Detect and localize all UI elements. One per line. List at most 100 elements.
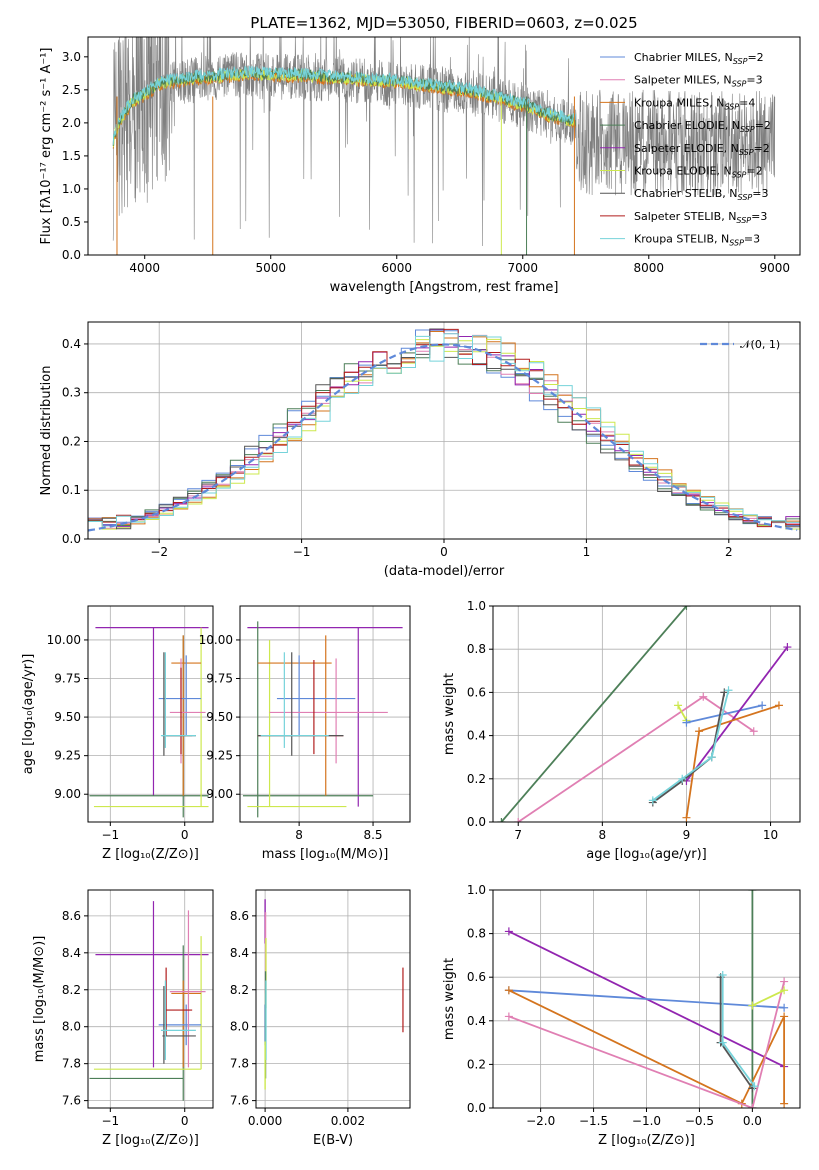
weight_vs_z-marker-salpeter_miles-2: [780, 977, 789, 986]
weight_vs_age-xlabel: age [log₁₀(age/yr)]: [586, 847, 707, 862]
weight_vs_z-series-chabrier_stelib: [719, 977, 754, 1089]
weight_vs_age-plot-area: [497, 606, 792, 822]
weight_vs_z-marker-salpeter_miles-0: [504, 1012, 513, 1021]
weight_vs_age-marker-chabrier_miles-0: [682, 718, 691, 727]
residuals-xtick-label-3: 1: [583, 545, 591, 559]
weight_vs_z-xtick-label-0: −2.0: [526, 1114, 555, 1128]
legend-entry-kroupa_elodie: Kroupa ELODIE, NSSP=2: [634, 165, 763, 180]
weight_vs_age-ytick-label-5: 1.0: [467, 599, 486, 613]
weight_vs_z-xlabel: Z [log₁₀(Z/Z⊙)]: [598, 1133, 695, 1148]
age_vs_z-ylabel: age [log₁₀(age/yr)]: [21, 654, 36, 775]
residuals-ytick-label-3: 0.3: [62, 386, 81, 400]
weight_vs_z-xtick-label-1: −1.5: [579, 1114, 608, 1128]
weight_vs_z-panel: −2.0 −1.5 −1.0 −0.5 0.0 0.0 0.2 0.4 0.6 0.8 1.0 Z […: [442, 883, 801, 1148]
spectrum-panel: 4000 5000 6000 7000 8000 9000 0.0 0.5 1.0 1.5 2.0 2…: [39, 14, 801, 295]
weight_vs_z-plot-area: [504, 890, 789, 1108]
spectrum-ytick-label-1: 0.5: [62, 215, 81, 229]
age_vs_mass-xtick-label-1: 8.5: [363, 828, 382, 842]
weight_vs_z-marker-kroupa_miles-3: [780, 1099, 789, 1108]
weight_vs_z-ytick-label-1: 0.2: [467, 1057, 486, 1071]
legend-entry-salpeter_stelib: Salpeter STELIB, NSSP=3: [634, 210, 767, 225]
legend-entry-kroupa_miles: Kroupa MILES, NSSP=4: [634, 96, 755, 111]
weight_vs_age-ytick-label-1: 0.2: [467, 772, 486, 786]
age_vs_z-ytick-label-3: 9.75: [54, 672, 81, 686]
weight_vs_age-marker-kroupa_miles-0: [682, 813, 691, 822]
spectrum-title: PLATE=1362, MJD=53050, FIBERID=0603, z=0…: [250, 14, 637, 32]
residuals-xtick-label-1: −1: [293, 545, 311, 559]
spectrum-plot-area: [112, 37, 776, 255]
age_vs_mass-frame: [239, 605, 411, 823]
weight_vs_z-series-chabrier_miles: [508, 989, 785, 1009]
weight_vs_age-series-salpeter_elodie: [685, 646, 789, 782]
mass_vs_z-xtick-label-0: −1: [101, 1114, 119, 1128]
residuals-ylabel: Normed distribution: [39, 366, 54, 496]
mass_vs_ebv-xtick-label-0: 0.000: [248, 1114, 282, 1128]
weight_vs_age-marker-kroupa_stelib-2: [707, 753, 716, 762]
spectrum-ylabel: Flux [fλ10⁻¹⁷ erg cm⁻² s⁻¹ A⁻¹]: [39, 48, 54, 245]
mass_vs_z-frame: [87, 889, 214, 1109]
weight_vs_z-ytick-label-3: 0.6: [467, 970, 486, 984]
mass_vs_ebv-ytick-label-0: 7.6: [230, 1094, 249, 1108]
weight_vs_age-marker-kroupa_stelib-0: [648, 796, 657, 805]
residuals-panel: −2 −1 0 1 2 0.0 0.1 0.2 0.3 0.4 (data-model)/error…: [39, 321, 801, 579]
age_vs_mass-ytick-label-3: 9.75: [206, 672, 233, 686]
weight_vs_age-xtick-label-1: 8: [599, 828, 607, 842]
weight_vs_z-xtick-label-2: −1.0: [632, 1114, 661, 1128]
age_vs_mass-ytick-label-4: 10.00: [199, 633, 233, 647]
age_vs_z-ytick-label-4: 10.00: [47, 633, 81, 647]
residual-hist-kroupa_stelib: [88, 333, 800, 527]
weight_vs_age-xtick-label-3: 10: [763, 828, 778, 842]
mass_vs_ebv-ytick-label-4: 8.4: [230, 946, 249, 960]
weight_vs_age-series-kroupa_elodie: [677, 704, 688, 721]
weight_vs_age-marker-salpeter_miles-2: [749, 727, 758, 736]
weight_vs_z-marker-salpeter_miles-1: [748, 1104, 757, 1108]
mass_vs_ebv-panel: 0.000 0.002 7.6 7.8 8.0 8.2 8.4 8.6 E(B-V): [230, 889, 411, 1148]
mass_vs_ebv-ytick-label-2: 8.0: [230, 1020, 249, 1034]
residuals-ytick-label-1: 0.1: [62, 483, 81, 497]
weight_vs_age-ytick-label-2: 0.4: [467, 729, 486, 743]
spectrum-ytick-label-5: 2.5: [62, 83, 81, 97]
weight_vs_age-marker-kroupa_elodie-0: [674, 701, 683, 710]
residuals-ytick-label-2: 0.2: [62, 434, 81, 448]
legend-entry-chabrier_miles: Chabrier MILES, NSSP=2: [634, 51, 764, 66]
spectrum-xtick-label-5: 9000: [760, 261, 791, 275]
spectrum-ytick-label-2: 1.0: [62, 182, 81, 196]
weight_vs_z-xtick-label-4: 0.0: [743, 1114, 762, 1128]
weight_vs_z-series-salpeter_miles: [508, 981, 785, 1108]
weight_vs_z-series-kroupa_miles: [508, 989, 785, 1105]
weight_vs_age-marker-chabrier_stelib-3: [720, 688, 729, 697]
weight_vs_age-marker-salpeter_miles-1: [699, 692, 708, 701]
mass_vs_ebv-ytick-label-1: 7.8: [230, 1057, 249, 1071]
weight_vs_age-series-chabrier_miles: [686, 704, 763, 724]
mass_vs_ebv-ytick-label-3: 8.2: [230, 983, 249, 997]
weight_vs_z-ytick-label-0: 0.0: [467, 1101, 486, 1115]
spectrum-ytick-label-6: 3.0: [62, 50, 81, 64]
mass_vs_z-ytick-label-1: 7.8: [62, 1057, 81, 1071]
legend-entry-kroupa_stelib: Kroupa STELIB, NSSP=3: [634, 233, 760, 248]
residuals-ytick-label-4: 0.4: [62, 337, 81, 351]
weight_vs_age-xtick-label-0: 7: [514, 828, 522, 842]
legend-entry-chabrier_elodie: Chabrier ELODIE, NSSP=2: [634, 119, 771, 134]
weight_vs_z-series-kroupa_elodie: [752, 989, 785, 1007]
spectrum-legend: Chabrier MILES, NSSP=2 Salpeter MILES, NS…: [600, 51, 771, 248]
weight_vs_age-marker-chabrier_elodie-1: [682, 606, 691, 610]
normal-legend-label: 𝒩(0, 1): [740, 338, 780, 351]
legend-entry-salpeter_miles: Salpeter MILES, NSSP=3: [634, 74, 763, 89]
weight_vs_z-marker-kroupa_elodie-1: [780, 986, 789, 995]
weight_vs_age-frame: [492, 605, 801, 823]
mass_vs_ebv-xlabel: E(B-V): [313, 1133, 353, 1148]
weight_vs_age-marker-chabrier_elodie-0: [497, 818, 506, 822]
spectrum-xtick-label-0: 4000: [129, 261, 160, 275]
residuals-xtick-label-0: −2: [150, 545, 168, 559]
mass_vs_z-ytick-label-5: 8.6: [62, 909, 81, 923]
weight_vs_age-ytick-label-0: 0.0: [467, 815, 486, 829]
age_vs_mass-panel: 8 8.5 9.00 9.25 9.50 9.75 10.00 mass [log₁₀(M/M…: [199, 605, 411, 862]
mass_vs_ebv-xtick-label-1: 0.002: [331, 1114, 365, 1128]
spectrum-xtick-label-4: 8000: [634, 261, 665, 275]
mass_vs_z-plot-area: [89, 901, 209, 1101]
mass_vs_z-ylabel: mass [log₁₀(M/M⊙)]: [32, 936, 47, 1063]
weight_vs_age-ylabel: mass weight: [442, 673, 457, 755]
age_vs_z-xlabel: Z [log₁₀(Z/Z⊙)]: [102, 847, 199, 862]
spectrum-model-kroupa_stelib: [112, 65, 576, 145]
age_vs_z-frame: [87, 605, 214, 823]
